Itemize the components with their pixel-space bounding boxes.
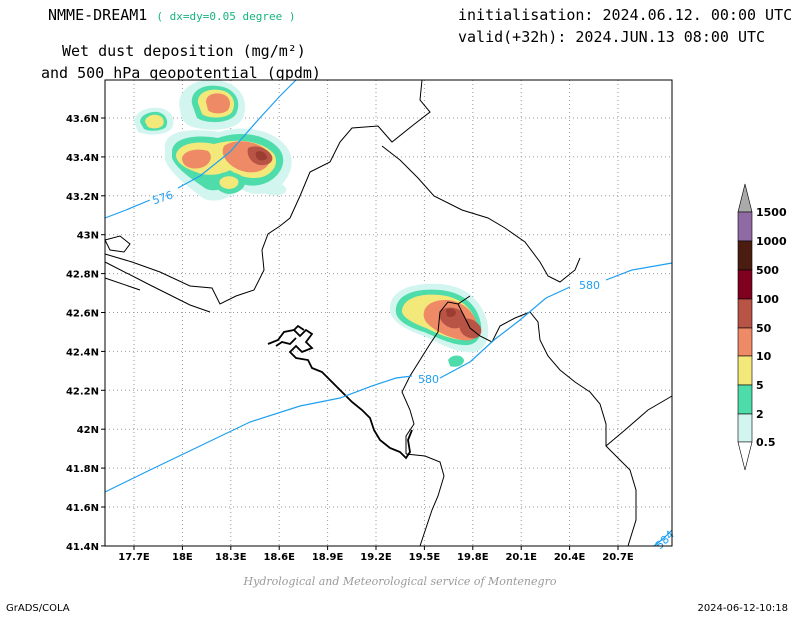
colorbar-500 — [737, 240, 753, 271]
lat-label: 43.2N — [66, 192, 99, 203]
lat-label: 42.6N — [66, 309, 99, 320]
contour-584 — [653, 529, 673, 547]
valid-time: valid(+32h): 2024.JUN.13 08:00 UTC — [458, 28, 766, 46]
lat-label: 43.6N — [66, 114, 99, 125]
longitude-labels: 17.7E 18E 18.3E 18.6E 18.9E 19.2E 19.5E 19.8E 20… — [118, 546, 634, 563]
colorbar-label: 2 — [756, 408, 764, 421]
grid-resolution: ( dx=dy=0.05 degree ) — [156, 10, 296, 23]
title-line-1: Wet dust deposition (mg/m²) — [62, 42, 306, 60]
colorbar-bottom-triangle — [737, 441, 753, 471]
model-name: NMME-DREAM1 ( dx=dy=0.05 degree ) — [48, 6, 295, 24]
lon-label: 19.5E — [409, 552, 441, 563]
colorbar-label: 100 — [756, 293, 779, 306]
lon-label: 19.8E — [457, 552, 489, 563]
lat-label: 41.8N — [66, 464, 99, 475]
software-credit: GrADS/COLA — [6, 603, 70, 614]
contour-576-west — [104, 199, 151, 219]
colorbar-label: 500 — [756, 264, 779, 277]
colorbar-label: 0.5 — [756, 436, 776, 449]
lon-label: 19.2E — [360, 552, 392, 563]
colorbar-0-5 — [737, 413, 753, 443]
colorbar-100 — [737, 269, 753, 300]
colorbar-5 — [737, 355, 753, 386]
dust-deposition-field — [134, 79, 489, 367]
title-line-2: and 500 hPa geopotential (gpdm) — [41, 64, 321, 82]
colorbar-1000 — [737, 211, 753, 242]
lon-label: 20.7E — [602, 552, 634, 563]
colorbar-50 — [737, 298, 753, 329]
colorbar-label: 10 — [756, 350, 772, 363]
colorbar-label: 50 — [756, 322, 772, 335]
lon-label: 17.7E — [118, 552, 150, 563]
lat-label: 43N — [77, 231, 99, 242]
colorbar — [737, 183, 753, 471]
lat-label: 41.6N — [66, 503, 99, 514]
colorbar-top-triangle — [737, 183, 753, 213]
geopotential-contours — [104, 79, 673, 547]
colorbar-2 — [737, 384, 753, 415]
contour-580-east — [605, 262, 673, 281]
lat-label: 41.4N — [66, 542, 99, 553]
graticule — [105, 80, 672, 546]
model-label: NMME-DREAM1 — [48, 6, 148, 24]
lat-label: 42.2N — [66, 386, 99, 397]
lat-label: 42N — [77, 425, 99, 436]
colorbar-labels: 1500 1000 500 100 50 10 5 2 0.5 — [756, 206, 787, 449]
contour-576-east — [177, 79, 297, 189]
colorbar-10 — [737, 327, 753, 357]
contour-label-580-south: 580 — [418, 373, 439, 386]
latitude-labels: 43.6N 43.4N 43.2N 43N 42.8N 42.6N 42.4N 42.2N 42… — [66, 114, 105, 553]
map-plot: 576 580 580 584 17.7E 18E 18.3E 18.6E 18.9E 1… — [66, 79, 677, 563]
borders-coastline — [104, 79, 673, 547]
generation-timestamp: 2024-06-12-10:18 — [697, 603, 788, 614]
lat-label: 43.4N — [66, 153, 99, 164]
contour-580-south-west — [104, 375, 413, 493]
lon-label: 20.4E — [554, 552, 586, 563]
colorbar-label: 1500 — [756, 206, 787, 219]
contour-label-580-east: 580 — [579, 279, 600, 292]
lon-label: 20.1E — [505, 552, 537, 563]
bay-of-kotor-coast — [267, 324, 413, 460]
dust-cluster-northwest — [134, 79, 292, 201]
contour-580-south-east — [439, 286, 571, 379]
colorbar-label: 5 — [756, 379, 764, 392]
lon-label: 18.9E — [312, 552, 344, 563]
lon-label: 18E — [172, 552, 193, 563]
lat-label: 42.4N — [66, 347, 99, 358]
init-time: initialisation: 2024.06.12. 00:00 UTC — [458, 6, 793, 24]
lat-label: 42.8N — [66, 270, 99, 281]
contour-label-576: 576 — [151, 189, 175, 208]
lon-label: 18.3E — [215, 552, 247, 563]
colorbar-label: 1000 — [756, 235, 787, 248]
lon-label: 18.6E — [263, 552, 295, 563]
agency-credit: Hydrological and Meteorological service … — [243, 575, 557, 588]
